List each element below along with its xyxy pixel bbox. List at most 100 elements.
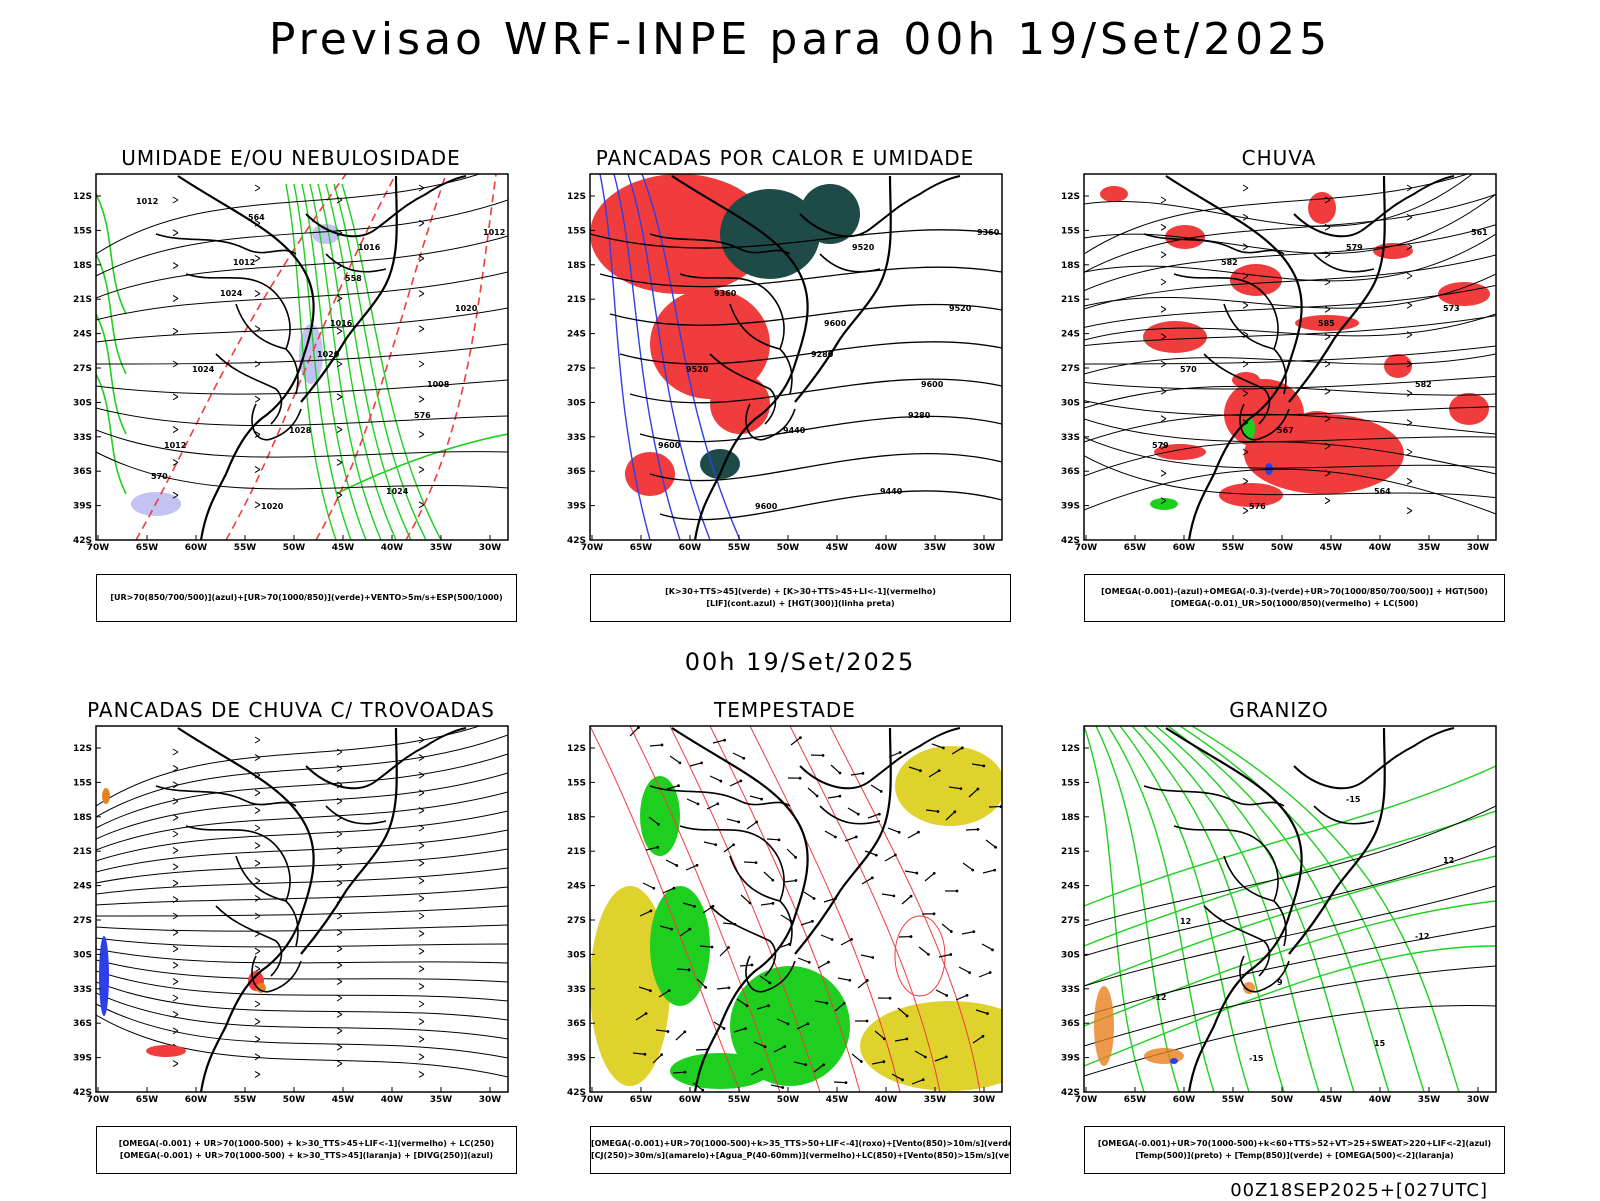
wind-vector-head	[894, 854, 897, 857]
lon-label: 35W	[1418, 1095, 1441, 1105]
wind-vector	[650, 745, 662, 746]
panel-title: PANCADAS DE CHUVA C/ TROVOADAS	[66, 698, 516, 722]
lat-label: 18S	[567, 813, 586, 823]
panel-title: PANCADAS POR CALOR E UMIDADE	[560, 146, 1010, 170]
wind-vector	[764, 872, 773, 880]
wind-vector-head	[917, 831, 920, 834]
lat-label: 30S	[567, 398, 586, 408]
wind-vector-head	[905, 1038, 908, 1041]
wind-vector-head	[892, 894, 895, 897]
lat-label: 21S	[567, 847, 586, 857]
rain-red-area	[1308, 192, 1336, 224]
wind-vector-head	[781, 1086, 784, 1089]
wind-vector-head	[719, 780, 722, 783]
legend-line: [OMEGA(-0.001) + UR>70(1000-500) + k>30_…	[97, 1150, 516, 1162]
lat-label: 33S	[567, 985, 586, 995]
streamline-arrow	[1325, 361, 1330, 367]
streamline	[96, 925, 508, 931]
lat-label: 27S	[1061, 364, 1080, 374]
lon-label: 70W	[581, 543, 604, 553]
streamline-arrow	[255, 291, 260, 297]
wind-vector-head	[808, 961, 811, 964]
country-border	[1314, 254, 1374, 272]
streamline-arrow	[337, 962, 342, 968]
wind-vector-head	[737, 821, 740, 824]
lat-label: 24S	[567, 330, 586, 340]
map-chuva: 58258558257957657957357056756456112S15S1…	[1054, 172, 1504, 567]
streamline-arrow	[255, 396, 260, 402]
wind-vector	[677, 969, 689, 970]
streamline-arrow	[419, 396, 424, 402]
streamline-arrow	[255, 878, 260, 884]
wind-vector	[858, 980, 867, 988]
wind-vector-head	[822, 1063, 825, 1066]
wind-vector	[761, 903, 773, 905]
streamline-arrow	[173, 815, 178, 821]
streamline	[1084, 376, 1496, 389]
legend-line: [UR>70(850/700/500)](azul)+[UR>70(1000/8…	[97, 592, 516, 604]
contour-label: -15	[1346, 795, 1361, 804]
lat-label: 36S	[567, 467, 586, 477]
lat-label: 12S	[73, 744, 92, 754]
lat-label: 27S	[567, 916, 586, 926]
streamline-arrow	[173, 995, 178, 1001]
lat-label: 36S	[567, 1019, 586, 1029]
wind-vector	[963, 863, 973, 870]
lat-label: 12S	[1061, 744, 1080, 754]
streamline-arrow	[1325, 388, 1330, 394]
wind-vector-head	[968, 971, 971, 974]
wind-vector-head	[883, 1037, 886, 1040]
main-title: Previsao WRF-INPE para 00h 19/Set/2025	[0, 14, 1600, 65]
streamline	[96, 724, 508, 806]
lat-label: 27S	[1061, 916, 1080, 926]
wind-vector-head	[661, 744, 664, 747]
streamline-arrow	[1407, 273, 1412, 279]
streamline-arrow	[255, 843, 260, 849]
wind-vector-head	[727, 946, 730, 949]
hgt500-contour	[1084, 172, 1496, 226]
wind-vector	[804, 892, 814, 899]
rain-red-area	[1143, 321, 1207, 353]
lon-label: 30W	[479, 543, 502, 553]
contour-label: 564	[248, 213, 265, 222]
coastline-brazil	[301, 728, 397, 954]
rain-red-area	[1449, 393, 1489, 425]
lon-label: 40W	[875, 1095, 898, 1105]
wind-vector-head	[652, 887, 655, 890]
wind-vector	[962, 932, 974, 934]
lat-label: 21S	[1061, 847, 1080, 857]
streamline-arrow	[255, 1071, 260, 1077]
streamline-arrow	[173, 1028, 178, 1034]
streamline-arrow	[419, 467, 424, 473]
lon-label: 55W	[234, 543, 257, 553]
wind-vector-head	[938, 769, 941, 772]
legend-line: [CJ(250)>30m/s](amarelo)+[Agua_P(40-60mm…	[591, 1150, 1010, 1162]
wind-vector-head	[670, 928, 673, 931]
streamline	[96, 868, 508, 894]
lat-label: 27S	[73, 916, 92, 926]
wind-vector-head	[961, 746, 964, 749]
map-content: 9600960096009600952095209520944094409360…	[590, 174, 1002, 540]
lat-label: 18S	[73, 261, 92, 271]
wind-vector-head	[899, 751, 902, 754]
wind-vector	[979, 973, 990, 977]
streamline	[96, 960, 508, 982]
wind-vector	[942, 924, 951, 932]
wind-vector-head	[688, 968, 691, 971]
wind-vector-head	[834, 836, 837, 839]
lon-label: 60W	[679, 1095, 702, 1105]
temp500-contour	[1084, 926, 1496, 1016]
lat-label: 33S	[1061, 433, 1080, 443]
map-frame	[96, 726, 508, 1092]
lat-label: 36S	[1061, 467, 1080, 477]
wind-vector-head	[696, 864, 699, 867]
lon-label: 45W	[1320, 1095, 1343, 1105]
lat-label: 30S	[73, 398, 92, 408]
wind-vector-head	[794, 856, 797, 859]
lat-label: 12S	[73, 192, 92, 202]
wind-vector	[882, 894, 894, 896]
